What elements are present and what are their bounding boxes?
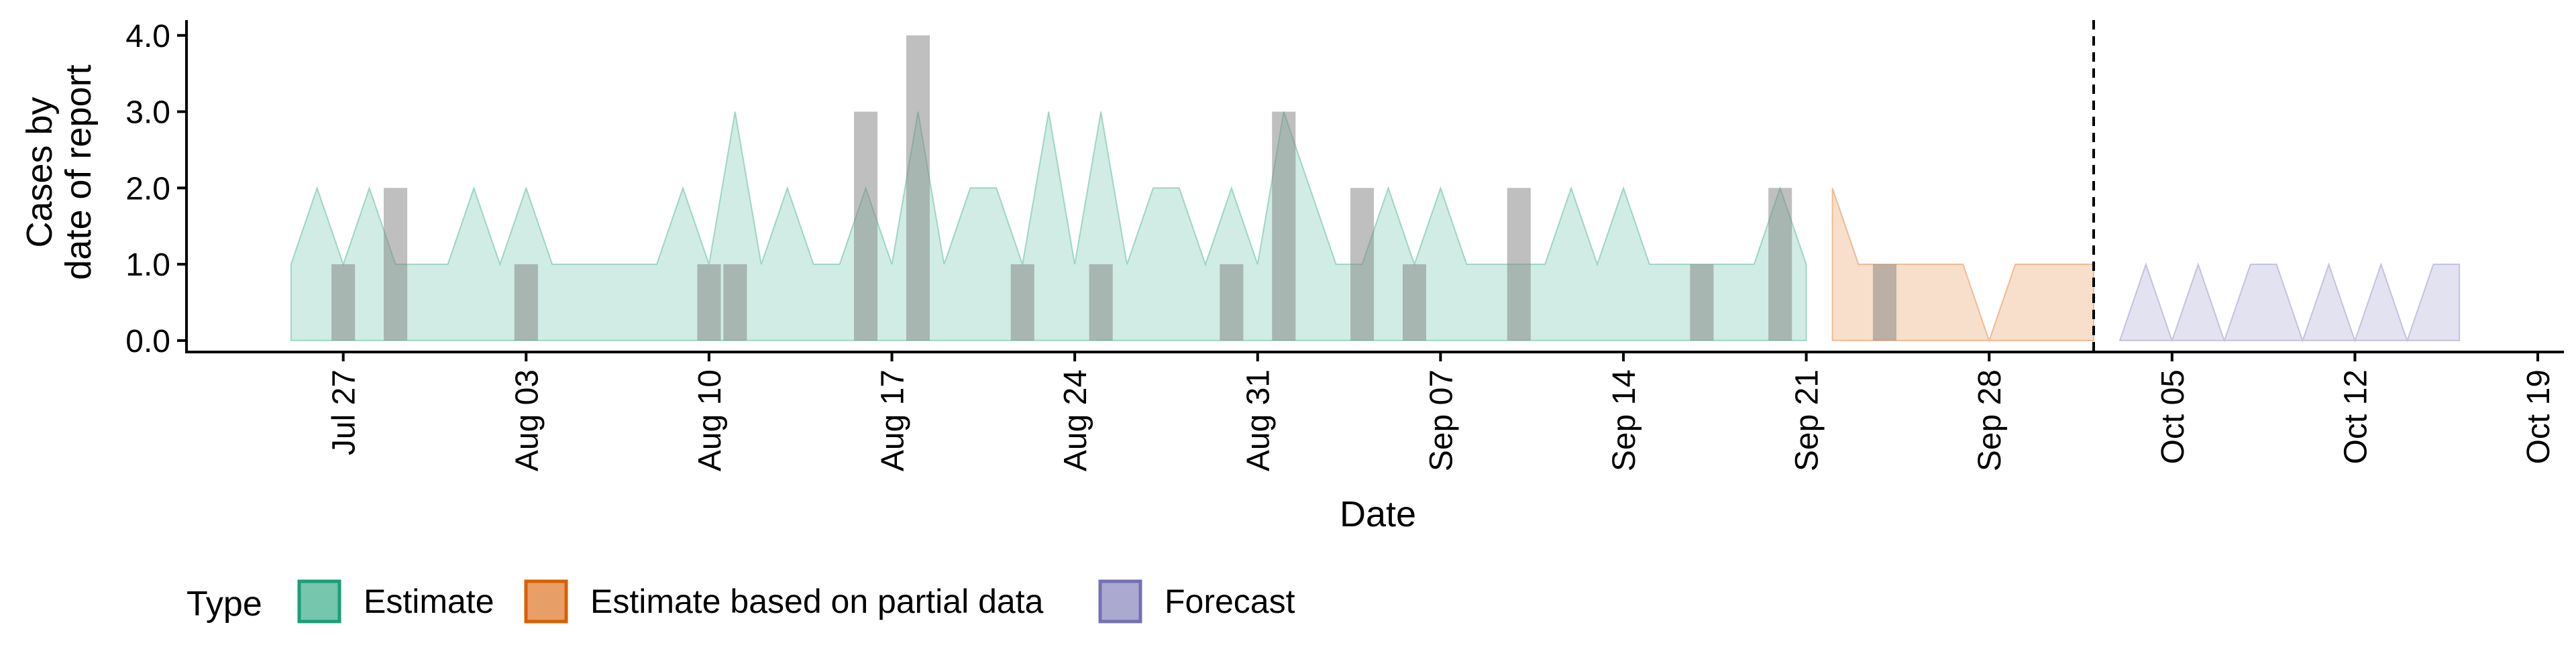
- area-series-2: [2118, 262, 2461, 343]
- bar-reported-6: [906, 35, 930, 341]
- x-tick-label-3: Aug 17: [875, 369, 911, 471]
- x-tick-label-1: Aug 03: [509, 369, 545, 471]
- bar-reported-14: [1690, 264, 1714, 341]
- legend-key-forecast: [1098, 579, 1142, 624]
- bar-reported-8: [1089, 264, 1113, 341]
- y-tick-label-1: 1.0: [125, 247, 170, 283]
- bar-reported-13: [1507, 188, 1531, 341]
- x-tick-label-10: Oct 05: [2155, 369, 2191, 464]
- bar-reported-2: [514, 264, 538, 341]
- bar-reported-4: [723, 264, 747, 341]
- bar-reported-9: [1220, 264, 1244, 341]
- x-tick-label-2: Aug 10: [692, 369, 728, 471]
- bar-reported-16: [1872, 264, 1896, 341]
- legend-label-partial: Estimate based on partial data: [590, 583, 1044, 620]
- x-tick-label-0: Jul 27: [327, 369, 362, 455]
- x-tick-label-9: Sep 28: [1972, 369, 2008, 471]
- bar-reported-3: [697, 264, 721, 341]
- y-tick-label-0: 0.0: [125, 324, 170, 359]
- y-axis-title-line-2: date of report: [58, 64, 99, 280]
- axes: 0.0 1.0 2.0 3.0 4.0 Jul 27 Aug 03 Aug 10 Aug 17 A…: [125, 19, 2564, 471]
- y-tick-label-2: 2.0: [125, 171, 170, 207]
- bar-reported-12: [1402, 264, 1426, 341]
- area-series-1: [1831, 187, 2094, 343]
- bar-reported-7: [1010, 264, 1034, 341]
- bar-reported-11: [1350, 188, 1375, 341]
- legend-key-estimate: [297, 579, 341, 624]
- x-tick-label-4: Aug 24: [1058, 369, 1093, 471]
- x-tick-label-7: Sep 14: [1607, 369, 1642, 471]
- legend-label-estimate: Estimate: [364, 583, 494, 620]
- y-tick-label-4: 4.0: [125, 19, 170, 54]
- legend-key-partial: [524, 579, 568, 624]
- y-axis-title-line-1: Cases by: [19, 97, 60, 247]
- x-tick-label-6: Sep 07: [1424, 369, 1459, 471]
- x-tick-label-12: Oct 19: [2521, 369, 2557, 464]
- bar-reported-15: [1768, 188, 1792, 341]
- x-tick-label-11: Oct 12: [2338, 369, 2373, 464]
- y-axis-title: Cases by date of report: [19, 64, 99, 280]
- legend-label-forecast: Forecast: [1165, 583, 1295, 620]
- bar-reported-1: [384, 188, 408, 341]
- bar-reported-5: [854, 111, 878, 341]
- x-tick-label-5: Aug 31: [1241, 369, 1277, 471]
- bar-reported-0: [331, 264, 356, 341]
- x-tick-label-8: Sep 21: [1790, 369, 1825, 471]
- legend-title: Type: [186, 585, 262, 624]
- y-tick-label-3: 3.0: [125, 95, 170, 131]
- bar-reported-10: [1272, 111, 1296, 341]
- x-axis-title: Date: [1340, 494, 1416, 534]
- plot-area: [290, 20, 2461, 352]
- area-series-0: [290, 111, 1807, 341]
- legend: Type Estimate Estimate based on partial …: [186, 579, 1295, 624]
